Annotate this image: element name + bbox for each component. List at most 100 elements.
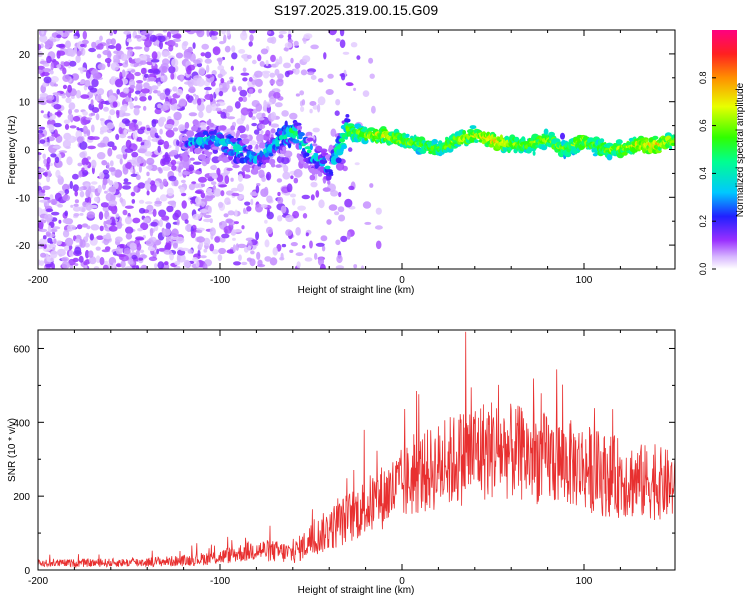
heatmap-cell — [75, 238, 81, 243]
heatmap-cell — [305, 131, 313, 136]
heatmap-cell — [38, 134, 43, 139]
heatmap-cell — [42, 153, 46, 160]
heatmap-cell — [249, 30, 256, 34]
heatmap-cell — [85, 232, 90, 238]
heatmap-cell — [78, 255, 84, 263]
heatmap-cell — [207, 151, 213, 155]
heatmap-cell — [80, 43, 85, 48]
heatmap-cell — [364, 221, 372, 225]
heatmap-cell — [431, 138, 438, 145]
heatmap-cell — [195, 196, 202, 205]
heatmap-cell — [239, 194, 245, 200]
heatmap-cell — [314, 252, 318, 260]
snr-axes: -200 -100 0 100 0 200 400 600 — [13, 330, 675, 587]
heatmap-cell — [216, 174, 224, 183]
heatmap-cell — [70, 204, 74, 208]
heatmap-cell — [328, 144, 334, 151]
heatmap-cell — [334, 110, 340, 116]
heatmap-cell — [67, 84, 72, 93]
heatmap-cell — [236, 130, 240, 137]
heatmap-cell — [171, 58, 179, 67]
heatmap-cell — [344, 118, 351, 123]
heatmap-cell — [50, 76, 59, 83]
heatmap-cell — [301, 194, 310, 200]
heatmap-cell — [245, 124, 250, 132]
heatmap-cell — [50, 62, 54, 71]
heatmap-cell — [192, 213, 202, 220]
heatmap-cell — [253, 129, 260, 135]
heatmap-cell — [334, 211, 340, 216]
y-tick-label: 20 — [19, 50, 31, 61]
heatmap-cell — [162, 178, 168, 186]
heatmap-cell — [115, 246, 123, 255]
heatmap-cell — [337, 206, 345, 213]
y-tick-label: 200 — [13, 492, 30, 503]
heatmap-cell — [138, 257, 144, 261]
heatmap-cell — [97, 63, 106, 70]
heatmap-cell — [61, 261, 70, 269]
heatmap-cell — [52, 145, 62, 149]
heatmap-cell — [344, 136, 348, 140]
heatmap-cell — [149, 227, 154, 237]
heatmap-cell — [255, 185, 260, 194]
heatmap-cell — [119, 71, 123, 81]
heatmap-cell — [104, 190, 108, 194]
heatmap-cell — [606, 154, 613, 161]
heatmap-cell — [77, 162, 83, 167]
heatmap-cell — [204, 144, 212, 150]
heatmap-cell — [258, 117, 265, 121]
heatmap-cell — [215, 103, 221, 107]
heatmap-cell — [174, 261, 181, 266]
heatmap-cell — [129, 102, 134, 110]
heatmap-cell — [184, 30, 191, 33]
heatmap-cell — [180, 247, 190, 252]
heatmap-cell — [238, 49, 246, 54]
heatmap-cell — [108, 199, 118, 207]
heatmap-cell — [46, 156, 51, 165]
heatmap-cell — [83, 261, 88, 266]
heatmap-cell — [113, 50, 119, 54]
heatmap-cell — [38, 172, 43, 180]
heatmap-cell — [319, 263, 326, 269]
heatmap-cell — [141, 254, 148, 259]
heatmap-cell — [221, 233, 230, 239]
heatmap-cell — [199, 209, 209, 213]
heatmap-cell — [275, 164, 282, 168]
heatmap-cell — [74, 263, 79, 267]
heatmap-cell — [131, 119, 138, 123]
heatmap-cell — [239, 152, 244, 157]
heatmap-cell — [266, 226, 273, 235]
heatmap-cell — [150, 59, 160, 63]
heatmap-cell — [45, 231, 51, 237]
snr-series-line — [38, 331, 675, 569]
heatmap-cell — [119, 197, 124, 203]
heatmap-cell — [278, 130, 284, 135]
heatmap-cell — [196, 236, 206, 243]
heatmap-cell — [66, 156, 73, 166]
heatmap-cell — [163, 140, 170, 150]
heatmap-cell — [45, 208, 54, 213]
heatmap-cell — [146, 190, 150, 196]
heatmap-cell — [85, 69, 91, 79]
heatmap-cell — [39, 260, 45, 266]
heatmap-cell — [99, 35, 103, 42]
heatmap-cell — [68, 250, 75, 257]
heatmap-cell — [348, 147, 353, 152]
heatmap-cell — [159, 40, 163, 50]
heatmap-cell — [108, 89, 114, 97]
heatmap-cell — [50, 153, 57, 158]
heatmap-cell — [212, 149, 218, 154]
heatmap-cell — [161, 66, 168, 73]
heatmap-cell — [174, 209, 182, 218]
heatmap-cell — [121, 118, 130, 124]
heatmap-cell — [217, 254, 223, 262]
heatmap-cell — [289, 112, 298, 120]
heatmap-cell — [141, 88, 150, 94]
heatmap-cell — [39, 34, 48, 43]
heatmap-cell — [154, 200, 163, 205]
heatmap-cell — [159, 181, 164, 190]
heatmap-cell — [188, 183, 196, 191]
heatmap-cell — [161, 166, 171, 171]
heatmap-cell — [599, 138, 605, 144]
heatmap-cell — [139, 96, 147, 102]
